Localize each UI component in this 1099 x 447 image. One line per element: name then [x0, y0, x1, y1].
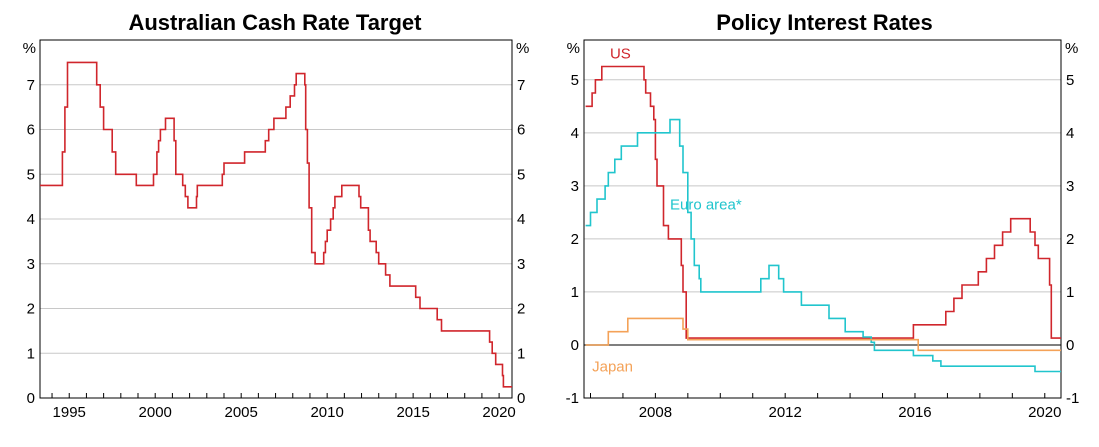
y-tick-label-left: 1 — [571, 284, 579, 301]
x-tick-label: 2000 — [139, 404, 172, 421]
y-tick-label-right: 4 — [1066, 125, 1074, 142]
chart-policy-interest-rates: Policy Interest Rates -1 -1 0 0 1 1 2 2 3 3 4 4 5 5%%… — [550, 0, 1099, 447]
chart-plot-left: 0 0 1 1 2 2 3 3 4 4 5 5 6 6 7 7% % 1995 2000 2005 2010 2015 20… — [23, 39, 529, 421]
y-tick-label-right: 2 — [1066, 231, 1074, 248]
x-tick-label: 2020 — [1028, 404, 1061, 421]
y-tick-label-right: 3 — [517, 256, 525, 273]
x-tick-label: 2005 — [224, 404, 257, 421]
y-tick-label-left: 0 — [27, 390, 35, 407]
y-tick-label-left: 0 — [571, 337, 579, 354]
y-tick-label-left: 6 — [27, 122, 35, 139]
x-tick-label: 2008 — [639, 404, 672, 421]
y-tick-label-left: 5 — [27, 166, 35, 183]
series-line-0 — [40, 61, 512, 388]
series-label: Euro area* — [670, 197, 742, 214]
y-tick-label-left: -1 — [566, 390, 579, 407]
y-tick-label-right: 5 — [1066, 72, 1074, 89]
plot-frame — [583, 39, 1062, 399]
series-line-us — [585, 65, 1061, 339]
y-tick-label-left: 7 — [27, 77, 35, 94]
series-label: Japan — [592, 358, 633, 375]
y-tick-label-right: 7 — [517, 77, 525, 94]
y-tick-label-right: 4 — [517, 211, 525, 228]
y-tick-label-left: 3 — [27, 256, 35, 273]
y-tick-label-right: -1 — [1066, 390, 1079, 407]
y-tick-label-left: 5 — [571, 72, 579, 89]
y-tick-label-left: 2 — [571, 231, 579, 248]
y-tick-label-right: 2 — [517, 301, 525, 318]
y-tick-label-right: 5 — [517, 166, 525, 183]
series-line-japan — [585, 317, 1061, 352]
x-tick-label: 2010 — [310, 404, 343, 421]
chart-title: Policy Interest Rates — [716, 10, 933, 35]
series-line-euro-area — [585, 118, 1061, 373]
y-tick-label-left: 1 — [27, 345, 35, 362]
y-tick-label-left: 3 — [571, 178, 579, 195]
chart-australian-cash-rate: Australian Cash Rate Target 0 0 1 1 2 2 3 3 4 4 5 5… — [23, 10, 530, 421]
x-tick-label: 2020 — [482, 404, 515, 421]
y-axis-unit-right: % — [516, 40, 529, 57]
y-tick-label-left: 2 — [27, 301, 35, 318]
y-tick-label-right: 3 — [1066, 178, 1074, 195]
x-tick-label: 2015 — [396, 404, 429, 421]
series-label: US — [610, 46, 631, 63]
x-tick-label: 2016 — [898, 404, 931, 421]
y-tick-label-left: 4 — [571, 125, 579, 142]
y-tick-label-right: 0 — [1066, 337, 1074, 354]
x-tick-label: 2012 — [768, 404, 801, 421]
y-tick-label-right: 0 — [517, 390, 525, 407]
x-tick-label: 1995 — [53, 404, 86, 421]
y-axis-unit-left: % — [567, 40, 580, 57]
chart-title: Australian Cash Rate Target — [128, 10, 422, 35]
y-tick-label-left: 4 — [27, 211, 35, 228]
y-tick-label-right: 1 — [1066, 284, 1074, 301]
y-tick-label-right: 6 — [517, 122, 525, 139]
y-axis-unit-left: % — [23, 40, 36, 57]
y-axis-unit-right: % — [1065, 40, 1078, 57]
chart-plot-right: -1 -1 0 0 1 1 2 2 3 3 4 4 5 5% % 2008 2012 2016 2020 US Euro… — [566, 39, 1079, 421]
y-tick-label-right: 1 — [517, 345, 525, 362]
